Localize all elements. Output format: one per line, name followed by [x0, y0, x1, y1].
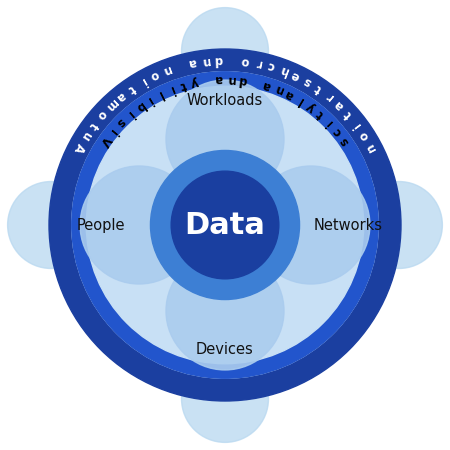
- Circle shape: [181, 356, 269, 442]
- Text: o: o: [240, 54, 250, 68]
- Circle shape: [252, 166, 370, 284]
- Text: V: V: [97, 134, 113, 149]
- Text: e: e: [289, 68, 302, 83]
- Text: a: a: [332, 98, 347, 112]
- Circle shape: [80, 166, 198, 284]
- Text: n: n: [227, 72, 235, 86]
- Circle shape: [86, 86, 364, 364]
- Text: i: i: [167, 82, 176, 96]
- Circle shape: [166, 80, 284, 198]
- Text: s: s: [114, 115, 128, 130]
- Text: Workloads: Workloads: [187, 93, 263, 108]
- Text: a: a: [215, 72, 223, 86]
- Text: n: n: [160, 63, 173, 77]
- Circle shape: [150, 150, 300, 300]
- Text: t: t: [86, 119, 100, 131]
- Text: s: s: [301, 74, 314, 89]
- Text: Data: Data: [184, 211, 266, 239]
- Text: n: n: [200, 54, 210, 68]
- Text: i: i: [351, 119, 363, 130]
- Text: o: o: [357, 129, 372, 143]
- Text: People: People: [76, 217, 125, 233]
- Circle shape: [49, 49, 401, 401]
- Text: y: y: [189, 75, 200, 89]
- Text: a: a: [284, 86, 296, 102]
- Circle shape: [166, 252, 284, 370]
- Text: b: b: [132, 99, 147, 114]
- Text: t: t: [178, 78, 188, 92]
- Text: a: a: [113, 89, 128, 104]
- Text: t: t: [125, 81, 137, 95]
- Text: d: d: [238, 73, 248, 87]
- Text: u: u: [78, 129, 93, 143]
- Text: a: a: [187, 55, 197, 70]
- Text: o: o: [148, 68, 161, 83]
- Text: Networks: Networks: [314, 217, 382, 233]
- Text: t: t: [313, 81, 325, 95]
- Circle shape: [8, 181, 95, 269]
- Text: t: t: [314, 108, 327, 121]
- Text: h: h: [277, 63, 290, 77]
- Text: y: y: [304, 99, 318, 114]
- Text: d: d: [214, 53, 223, 66]
- Text: r: r: [323, 90, 336, 103]
- Text: i: i: [323, 117, 335, 128]
- Text: t: t: [342, 108, 355, 121]
- Text: s: s: [338, 135, 352, 148]
- Circle shape: [356, 181, 442, 269]
- Text: Devices: Devices: [196, 342, 254, 357]
- Text: r: r: [254, 56, 262, 70]
- Text: a: a: [261, 78, 273, 92]
- Text: n: n: [272, 81, 285, 97]
- Circle shape: [72, 72, 378, 378]
- Text: A: A: [71, 140, 87, 154]
- Text: o: o: [94, 108, 109, 122]
- Circle shape: [72, 72, 378, 378]
- Text: i: i: [124, 108, 135, 120]
- Text: c: c: [266, 58, 276, 73]
- Text: i: i: [138, 75, 148, 88]
- Text: i: i: [106, 126, 119, 137]
- Circle shape: [181, 8, 269, 95]
- Circle shape: [171, 171, 279, 279]
- Text: l: l: [295, 93, 306, 106]
- Text: n: n: [364, 140, 379, 154]
- Text: m: m: [102, 96, 120, 114]
- Text: i: i: [144, 93, 155, 106]
- Text: l: l: [156, 87, 165, 101]
- Text: c: c: [330, 125, 345, 138]
